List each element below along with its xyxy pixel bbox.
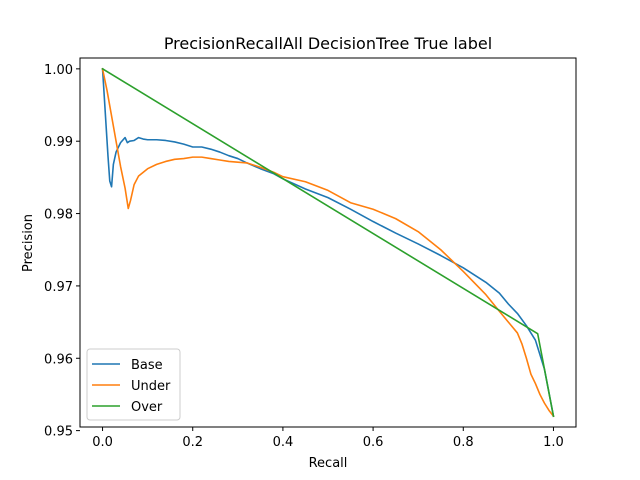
series-line-base bbox=[101, 68, 555, 418]
y-tick-label: 0.96 bbox=[44, 352, 73, 367]
legend-label-over: Over bbox=[131, 400, 163, 415]
legend-label-under: Under bbox=[131, 379, 171, 394]
x-tick-label: 0.4 bbox=[273, 435, 294, 450]
plot-frame bbox=[79, 57, 577, 428]
x-tick-label: 0.6 bbox=[363, 435, 384, 450]
legend-box bbox=[86, 348, 181, 421]
legend: Base Under Over bbox=[86, 348, 181, 421]
y-tick-label: 1.00 bbox=[44, 63, 73, 78]
y-axis-ticks: 0.95 0.96 0.97 0.98 0.99 1.00 bbox=[44, 63, 80, 440]
y-tick-label: 0.97 bbox=[44, 280, 73, 295]
series-layer bbox=[101, 67, 555, 418]
y-tick-label: 0.99 bbox=[44, 135, 73, 150]
series-line-under bbox=[101, 67, 555, 418]
x-tick-label: 0.2 bbox=[182, 435, 203, 450]
y-tick-label: 0.95 bbox=[44, 425, 73, 440]
y-tick-label: 0.98 bbox=[44, 208, 73, 223]
x-tick-label: 1.0 bbox=[543, 435, 564, 450]
y-axis-label: Precision bbox=[21, 214, 36, 272]
x-tick-label: 0.0 bbox=[92, 435, 113, 450]
chart-title: PrecisionRecallAll DecisionTree True lab… bbox=[164, 34, 492, 53]
x-axis-label: Recall bbox=[309, 456, 348, 471]
x-axis-ticks: 0.0 0.2 0.4 0.6 0.8 1.0 bbox=[92, 427, 564, 450]
series-line-over bbox=[101, 67, 555, 418]
x-tick-label: 0.8 bbox=[453, 435, 474, 450]
legend-label-base: Base bbox=[131, 358, 163, 373]
